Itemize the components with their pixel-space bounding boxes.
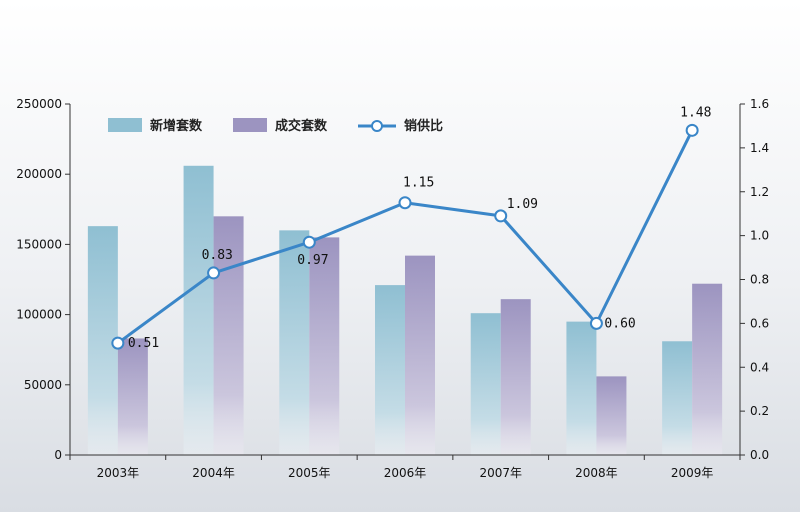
y-left-tick-label: 50000	[24, 378, 62, 392]
legend-line-marker	[371, 120, 383, 132]
x-tick-label: 2004年	[192, 466, 235, 480]
data-label-6: 1.48	[680, 105, 711, 120]
line-point-6	[685, 123, 699, 137]
line-point-0	[111, 336, 125, 350]
x-tick-label: 2008年	[575, 466, 618, 480]
y-right-tick-label: 1.4	[750, 141, 769, 155]
y-left-tick-label: 250000	[16, 97, 62, 111]
y-right-tick-label: 0.2	[750, 404, 769, 418]
line-point-2	[302, 235, 316, 249]
bar-transactions-2	[309, 237, 340, 455]
bar-transactions-0	[117, 338, 148, 455]
line-point-5	[589, 316, 603, 330]
x-tick-label: 2003年	[97, 466, 140, 480]
data-label-2: 0.97	[297, 253, 328, 268]
data-label-3: 1.15	[403, 176, 434, 191]
line-point-3	[398, 196, 412, 210]
y-right-tick-label: 0.4	[750, 360, 769, 374]
legend-label-1: 成交套数	[275, 118, 328, 134]
line-point-4	[494, 209, 508, 223]
y-left-tick-label: 200000	[16, 167, 62, 181]
bar-new-supply-4	[470, 313, 501, 455]
x-tick-label: 2005年	[288, 466, 331, 480]
x-tick-label: 2007年	[479, 466, 522, 480]
bar-transactions-3	[405, 255, 435, 455]
legend-swatch-0	[108, 118, 142, 132]
y-left-tick-label: 150000	[16, 237, 62, 251]
x-tick-label: 2009年	[671, 466, 714, 480]
y-right-tick-label: 1.2	[750, 185, 769, 199]
x-tick-label: 2006年	[384, 466, 427, 480]
legend-label-2: 销供比	[404, 118, 443, 134]
bar-transactions-5	[596, 376, 627, 455]
data-label-0: 0.51	[128, 336, 159, 351]
bar-new-supply-5	[566, 321, 597, 455]
bar-transactions-6	[692, 283, 723, 455]
bar-new-supply-1	[183, 165, 214, 455]
bar-transactions-1	[213, 216, 244, 455]
legend-label-0: 新增套数	[150, 118, 203, 134]
bar-transactions-4	[500, 299, 531, 455]
legend-swatch-1	[233, 118, 267, 132]
y-right-tick-label: 1.0	[750, 229, 769, 243]
line-point-1	[207, 266, 221, 280]
y-right-tick-label: 0.8	[750, 273, 769, 287]
y-right-tick-label: 0.0	[750, 448, 769, 462]
y-right-tick-label: 1.6	[750, 97, 769, 111]
y-right-tick-label: 0.6	[750, 316, 769, 330]
bar-new-supply-3	[375, 285, 405, 455]
data-label-1: 0.83	[202, 248, 233, 263]
data-label-5: 0.60	[604, 316, 635, 331]
y-left-tick-label: 0	[54, 448, 62, 462]
bar-new-supply-6	[662, 341, 693, 455]
y-left-tick-label: 100000	[16, 308, 62, 322]
bar-new-supply-2	[279, 230, 310, 455]
data-label-4: 1.09	[507, 197, 538, 212]
